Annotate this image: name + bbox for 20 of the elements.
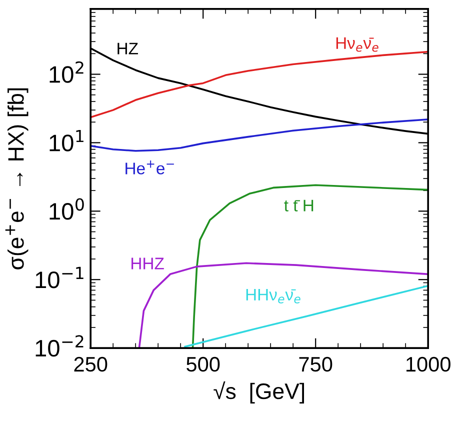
x-tick-label: 750 (299, 356, 332, 372)
series-label: HZ (118, 42, 138, 54)
series-label: t t̄ H (284, 200, 314, 212)
y-tick-label: 10$^{0}$ (50, 198, 84, 220)
line-series (192, 184, 428, 348)
x-tick-label: 500 (186, 356, 220, 372)
series-label: Hν$_{e}$ν̄$_{e}$ (336, 37, 378, 52)
line-series (184, 284, 428, 348)
x-axis-title: √s [GeV] (214, 381, 304, 404)
y-tick-label: 10$^{1}$ (50, 130, 84, 152)
series-label: He$^{+}$e$^{−}$ (126, 160, 174, 174)
series-label: HHν$_{e}$ν̄$_{e}$ (246, 288, 300, 304)
x-tick-label: 1000 (406, 356, 450, 372)
y-tick-label: 10$^{−2}$ (36, 335, 84, 357)
y-tick-label: 10$^{−1}$ (36, 266, 84, 288)
line-series (90, 118, 428, 152)
y-axis-title: σ(e$^{+}$e$^{−}$ → HX) [fb] (5, 88, 28, 270)
y-tick-label: 10$^{2}$ (50, 61, 84, 83)
series-label: HHZ (132, 258, 164, 270)
x-tick-label: 250 (74, 356, 108, 372)
